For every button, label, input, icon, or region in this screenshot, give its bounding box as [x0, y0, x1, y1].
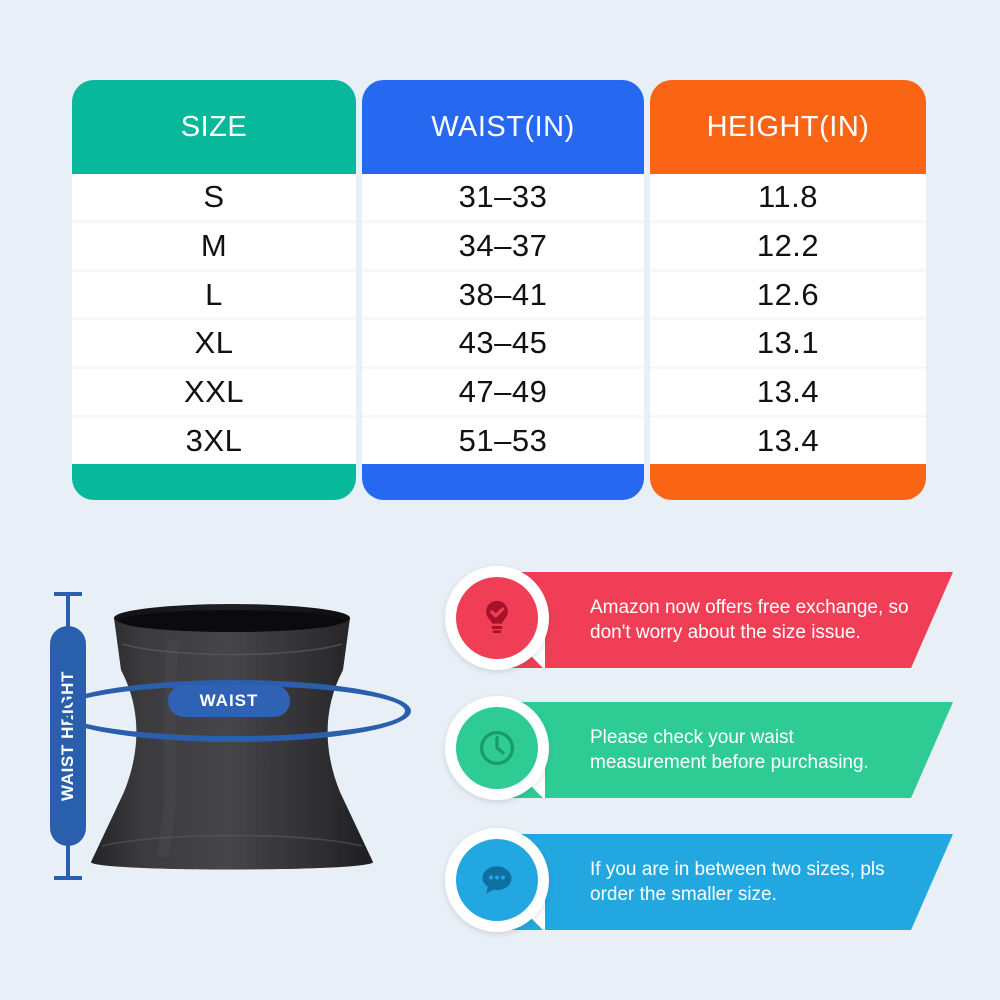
column-header-waist: WAIST(IN)	[362, 80, 644, 174]
waist-badge-text: WAIST	[199, 691, 259, 710]
banner-text: Please check your waist measurement befo…	[590, 726, 869, 773]
table-cell-size: XL	[72, 320, 356, 367]
waist-height-dimension-indicator: WAIST HEIGHT	[50, 592, 86, 880]
table-cell-height: 12.2	[650, 222, 926, 269]
table-cell-waist: 31–33	[362, 174, 644, 220]
table-cell-waist: 51–53	[362, 418, 644, 464]
table-cell-waist: 34–37	[362, 222, 644, 269]
table-cell-height: 13.4	[650, 369, 926, 416]
column-footer-size	[72, 464, 356, 500]
table-cell-height: 12.6	[650, 271, 926, 318]
clock-icon	[456, 707, 538, 789]
table-cell-waist: 43–45	[362, 320, 644, 367]
info-banner: If you are in between two sizes, pls ord…	[437, 822, 957, 942]
banner-ribbon: Amazon now offers free exchange, so don'…	[487, 572, 953, 668]
table-cell-size: M	[72, 222, 356, 269]
banner-icon-badge	[437, 690, 555, 810]
table-column-size: SIZE S M L XL XXL 3XL	[72, 80, 356, 500]
column-footer-height	[650, 464, 926, 500]
column-body-waist: 31–33 34–37 38–41 43–45 47–49 51–53	[362, 174, 644, 464]
column-body-height: 11.8 12.2 12.6 13.1 13.4 13.4	[650, 174, 926, 464]
table-cell-size: 3XL	[72, 418, 356, 464]
dimension-stem-top	[66, 592, 70, 628]
table-cell-waist: 38–41	[362, 271, 644, 318]
column-body-size: S M L XL XXL 3XL	[72, 174, 356, 464]
lightbulb-check-icon	[456, 577, 538, 659]
info-banner: Please check your waist measurement befo…	[437, 690, 957, 810]
chat-bubble-icon	[456, 839, 538, 921]
table-column-waist: WAIST(IN) 31–33 34–37 38–41 43–45 47–49 …	[362, 80, 644, 500]
table-cell-height: 13.1	[650, 320, 926, 367]
table-cell-height: 11.8	[650, 174, 926, 220]
table-cell-height: 13.4	[650, 418, 926, 464]
dimension-cap-bottom	[54, 876, 82, 880]
column-header-height: HEIGHT(IN)	[650, 80, 926, 174]
table-cell-size: S	[72, 174, 356, 220]
info-banner-list: Amazon now offers free exchange, so don'…	[437, 560, 957, 960]
product-illustration: WAIST HEIGHT	[20, 570, 420, 910]
table-cell-size: L	[72, 271, 356, 318]
table-cell-waist: 47–49	[362, 369, 644, 416]
table-cell-size: XXL	[72, 369, 356, 416]
banner-icon-badge	[437, 822, 555, 942]
info-banner: Amazon now offers free exchange, so don'…	[437, 560, 957, 680]
banner-text: If you are in between two sizes, pls ord…	[590, 858, 885, 905]
dimension-stem-bottom	[66, 844, 70, 880]
waist-badge: WAIST	[168, 685, 290, 717]
size-chart-table: SIZE S M L XL XXL 3XL WAIST(IN) 31–33 34…	[72, 80, 926, 500]
waist-height-label-text: WAIST HEIGHT	[58, 671, 78, 801]
waist-measurement-ring	[56, 680, 411, 742]
banner-icon-badge	[437, 560, 555, 680]
column-header-size: SIZE	[72, 80, 356, 174]
waist-height-label: WAIST HEIGHT	[50, 626, 86, 846]
banner-text: Amazon now offers free exchange, so don'…	[590, 596, 909, 643]
table-column-height: HEIGHT(IN) 11.8 12.2 12.6 13.1 13.4 13.4	[650, 80, 926, 500]
column-footer-waist	[362, 464, 644, 500]
banner-ribbon: If you are in between two sizes, pls ord…	[487, 834, 953, 930]
banner-ribbon: Please check your waist measurement befo…	[487, 702, 953, 798]
